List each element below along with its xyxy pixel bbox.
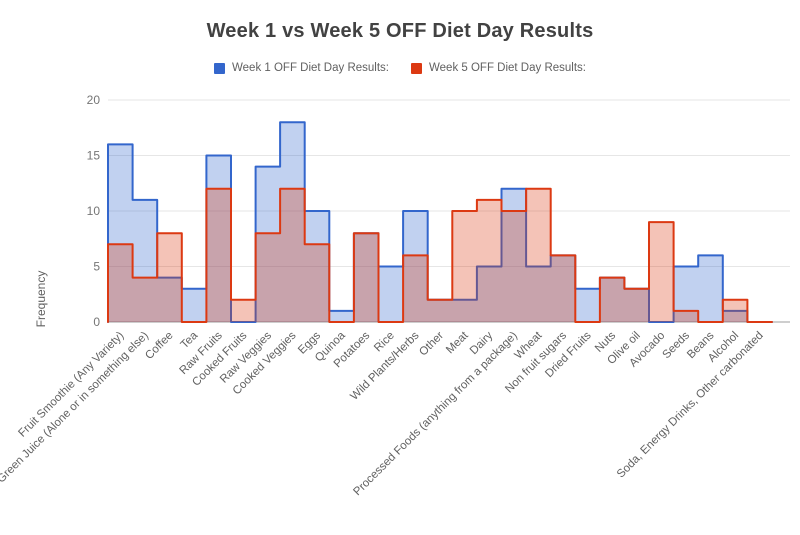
legend: Week 1 OFF Diet Day Results: Week 5 OFF …: [0, 62, 800, 74]
y-tick-label: 0: [93, 315, 100, 329]
legend-label: Week 5 OFF Diet Day Results:: [429, 62, 586, 74]
x-category-label: Green Juice (Alone or in something else): [0, 330, 151, 486]
x-category-label: Processed Foods (anything from a package…: [351, 330, 520, 499]
x-category-label: Other: [417, 330, 446, 359]
legend-item-week1: Week 1 OFF Diet Day Results:: [214, 62, 389, 74]
legend-swatch: [411, 62, 422, 74]
week-5-area[interactable]: [108, 188, 772, 322]
x-category-label: Fruit Smoothie (Any Variety): [16, 330, 126, 440]
week-5-outline[interactable]: [107, 187, 773, 323]
y-tick-label: 10: [87, 204, 101, 218]
y-axis-title: Frequency: [34, 271, 48, 328]
chart-title: Week 1 vs Week 5 OFF Diet Day Results: [206, 20, 594, 42]
x-category-label: Meat: [444, 329, 471, 356]
y-tick-label: 5: [93, 260, 100, 274]
legend-swatch: [214, 62, 225, 74]
legend-item-week5: Week 5 OFF Diet Day Results:: [411, 62, 586, 74]
week-1-area[interactable]: [108, 122, 772, 322]
legend-label: Week 1 OFF Diet Day Results:: [232, 62, 389, 74]
x-category-label: Coffee: [143, 330, 175, 362]
y-tick-label: 20: [87, 93, 101, 107]
y-tick-label: 15: [87, 149, 101, 163]
